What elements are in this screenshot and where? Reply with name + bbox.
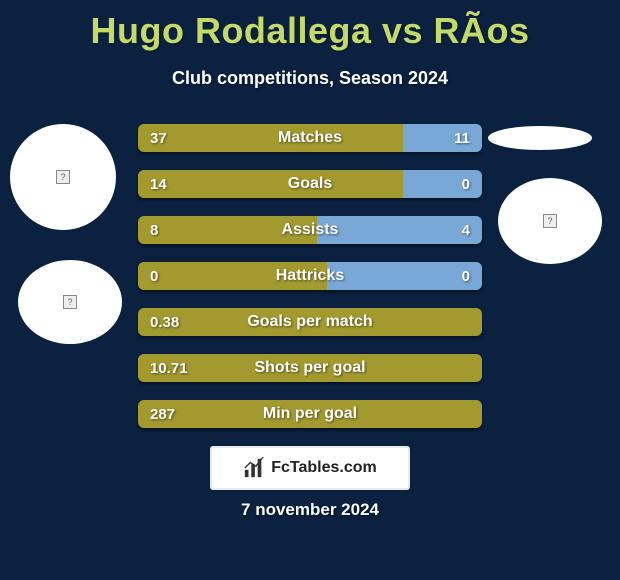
avatar-right-bottom: ? — [498, 178, 602, 264]
image-placeholder-icon: ? — [56, 170, 70, 184]
stat-label: Matches — [138, 124, 482, 152]
stat-row: 287Min per goal — [138, 400, 482, 428]
chart-icon — [243, 457, 265, 479]
fctables-logo: FcTables.com — [210, 446, 410, 490]
stats-bars: 3711Matches 140Goals 84Assists 00Hattricks 0… — [138, 124, 482, 446]
stat-row: 00Hattricks — [138, 262, 482, 290]
stat-label: Goals — [138, 170, 482, 198]
stat-label: Goals per match — [138, 308, 482, 336]
stat-label: Hattricks — [138, 262, 482, 290]
logo-text: FcTables.com — [271, 459, 377, 477]
page-title: Hugo Rodallega vs RÃ­os — [0, 0, 620, 52]
page-subtitle: Club competitions, Season 2024 — [0, 68, 620, 89]
stat-row: 0.38Goals per match — [138, 308, 482, 336]
avatar-left-bottom: ? — [18, 260, 122, 344]
stat-row: 10.71Shots per goal — [138, 354, 482, 382]
avatar-right-ellipse — [488, 126, 592, 150]
date-label: 7 november 2024 — [0, 500, 620, 520]
avatar-left-top: ? — [10, 124, 116, 230]
stat-row: 3711Matches — [138, 124, 482, 152]
image-placeholder-icon: ? — [63, 295, 77, 309]
stat-row: 84Assists — [138, 216, 482, 244]
stat-label: Shots per goal — [138, 354, 482, 382]
stat-row: 140Goals — [138, 170, 482, 198]
image-placeholder-icon: ? — [543, 214, 557, 228]
stat-label: Assists — [138, 216, 482, 244]
stat-label: Min per goal — [138, 400, 482, 428]
